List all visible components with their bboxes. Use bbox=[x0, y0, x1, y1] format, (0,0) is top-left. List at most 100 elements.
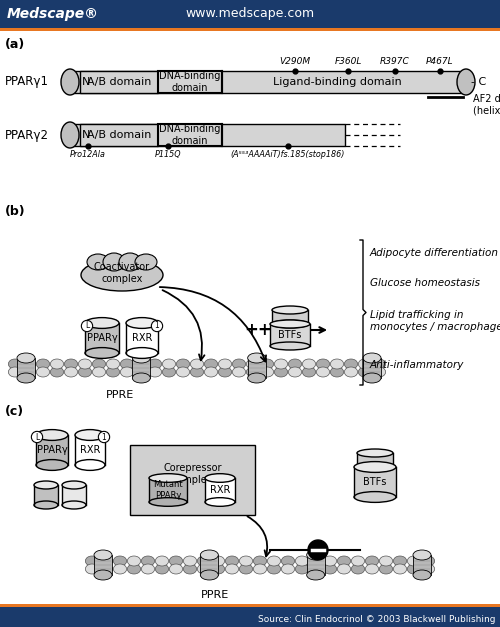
Text: (a): (a) bbox=[5, 38, 25, 51]
Ellipse shape bbox=[330, 359, 344, 369]
Ellipse shape bbox=[106, 359, 120, 369]
Bar bbox=[0, 28, 500, 31]
Ellipse shape bbox=[190, 359, 203, 369]
Ellipse shape bbox=[408, 564, 420, 574]
Ellipse shape bbox=[170, 564, 182, 574]
Text: Lipid trafficking in
monocytes / macrophages: Lipid trafficking in monocytes / macroph… bbox=[370, 310, 500, 332]
Ellipse shape bbox=[212, 556, 224, 566]
Text: PPARγ: PPARγ bbox=[36, 445, 68, 455]
Ellipse shape bbox=[272, 320, 308, 328]
Text: Source: Clin Endocrinol © 2003 Blackwell Publishing: Source: Clin Endocrinol © 2003 Blackwell… bbox=[258, 616, 496, 624]
Ellipse shape bbox=[132, 373, 150, 383]
Ellipse shape bbox=[363, 373, 381, 383]
Bar bbox=[85, 323, 119, 353]
Text: Adipocyte differentiation: Adipocyte differentiation bbox=[370, 248, 499, 258]
Ellipse shape bbox=[212, 564, 224, 574]
Ellipse shape bbox=[190, 367, 203, 377]
Text: Glucose homeostasis: Glucose homeostasis bbox=[370, 278, 480, 288]
Ellipse shape bbox=[306, 570, 324, 580]
Ellipse shape bbox=[274, 359, 287, 369]
Ellipse shape bbox=[184, 564, 196, 574]
Ellipse shape bbox=[354, 492, 396, 502]
Ellipse shape bbox=[422, 556, 434, 566]
Text: V290M: V290M bbox=[280, 57, 310, 66]
Ellipse shape bbox=[162, 359, 175, 369]
Text: (A⁵⁵³AAAAiT)fs.185(stop186): (A⁵⁵³AAAAiT)fs.185(stop186) bbox=[231, 150, 345, 159]
Text: P115Q: P115Q bbox=[155, 150, 181, 159]
Ellipse shape bbox=[86, 564, 98, 574]
Ellipse shape bbox=[352, 564, 364, 574]
Ellipse shape bbox=[380, 564, 392, 574]
Bar bbox=[0, 604, 500, 607]
Text: Corepressor
complex: Corepressor complex bbox=[163, 463, 222, 485]
Ellipse shape bbox=[316, 367, 330, 377]
Ellipse shape bbox=[324, 556, 336, 566]
Ellipse shape bbox=[92, 367, 106, 377]
Ellipse shape bbox=[78, 367, 92, 377]
Bar bbox=[62, 485, 86, 505]
Ellipse shape bbox=[260, 359, 274, 369]
Ellipse shape bbox=[226, 564, 238, 574]
Ellipse shape bbox=[126, 347, 158, 359]
Ellipse shape bbox=[106, 367, 120, 377]
Bar bbox=[354, 467, 396, 497]
Ellipse shape bbox=[358, 359, 372, 369]
Ellipse shape bbox=[75, 429, 105, 440]
Bar bbox=[94, 555, 112, 575]
Bar bbox=[0, 0, 500, 28]
Text: PPARγ: PPARγ bbox=[86, 333, 118, 343]
Ellipse shape bbox=[338, 556, 350, 566]
Ellipse shape bbox=[408, 556, 420, 566]
Ellipse shape bbox=[119, 253, 141, 271]
Ellipse shape bbox=[103, 253, 125, 271]
Text: Mutant
PPARγ: Mutant PPARγ bbox=[153, 480, 183, 500]
Ellipse shape bbox=[34, 501, 58, 509]
Text: P467L: P467L bbox=[426, 57, 454, 66]
Ellipse shape bbox=[34, 481, 58, 489]
Circle shape bbox=[308, 540, 328, 560]
Bar bbox=[0, 607, 500, 627]
Bar bbox=[68, 124, 345, 146]
Text: N: N bbox=[82, 77, 90, 87]
Ellipse shape bbox=[114, 556, 126, 566]
Ellipse shape bbox=[148, 359, 162, 369]
Ellipse shape bbox=[22, 359, 36, 369]
Ellipse shape bbox=[248, 373, 266, 383]
Ellipse shape bbox=[62, 501, 86, 509]
Ellipse shape bbox=[128, 564, 140, 574]
Ellipse shape bbox=[22, 367, 36, 377]
Ellipse shape bbox=[324, 564, 336, 574]
Ellipse shape bbox=[156, 556, 168, 566]
Bar bbox=[80, 124, 158, 146]
Ellipse shape bbox=[36, 367, 50, 377]
Ellipse shape bbox=[268, 556, 280, 566]
Text: A/B domain: A/B domain bbox=[87, 77, 151, 87]
Text: Coactivator
complex: Coactivator complex bbox=[94, 262, 150, 284]
Text: RXR: RXR bbox=[210, 485, 230, 495]
Ellipse shape bbox=[240, 564, 252, 574]
Ellipse shape bbox=[36, 359, 50, 369]
Ellipse shape bbox=[61, 69, 79, 95]
Text: PPARγ1: PPARγ1 bbox=[5, 75, 49, 88]
Text: Medscape®: Medscape® bbox=[7, 7, 99, 21]
Text: DNA-binding
domain: DNA-binding domain bbox=[160, 124, 220, 146]
Ellipse shape bbox=[282, 556, 294, 566]
Ellipse shape bbox=[50, 367, 64, 377]
Bar bbox=[132, 358, 150, 378]
Ellipse shape bbox=[198, 556, 210, 566]
Ellipse shape bbox=[198, 564, 210, 574]
Ellipse shape bbox=[302, 367, 316, 377]
Text: AF2 domain
(helix 12): AF2 domain (helix 12) bbox=[473, 94, 500, 115]
Ellipse shape bbox=[310, 564, 322, 574]
Ellipse shape bbox=[86, 556, 98, 566]
Ellipse shape bbox=[413, 550, 431, 560]
Ellipse shape bbox=[64, 367, 78, 377]
Text: L: L bbox=[35, 433, 39, 441]
Bar bbox=[363, 358, 381, 378]
Ellipse shape bbox=[457, 69, 475, 95]
Bar bbox=[34, 485, 58, 505]
Ellipse shape bbox=[254, 564, 266, 574]
Ellipse shape bbox=[184, 556, 196, 566]
Ellipse shape bbox=[120, 359, 134, 369]
Ellipse shape bbox=[366, 556, 378, 566]
